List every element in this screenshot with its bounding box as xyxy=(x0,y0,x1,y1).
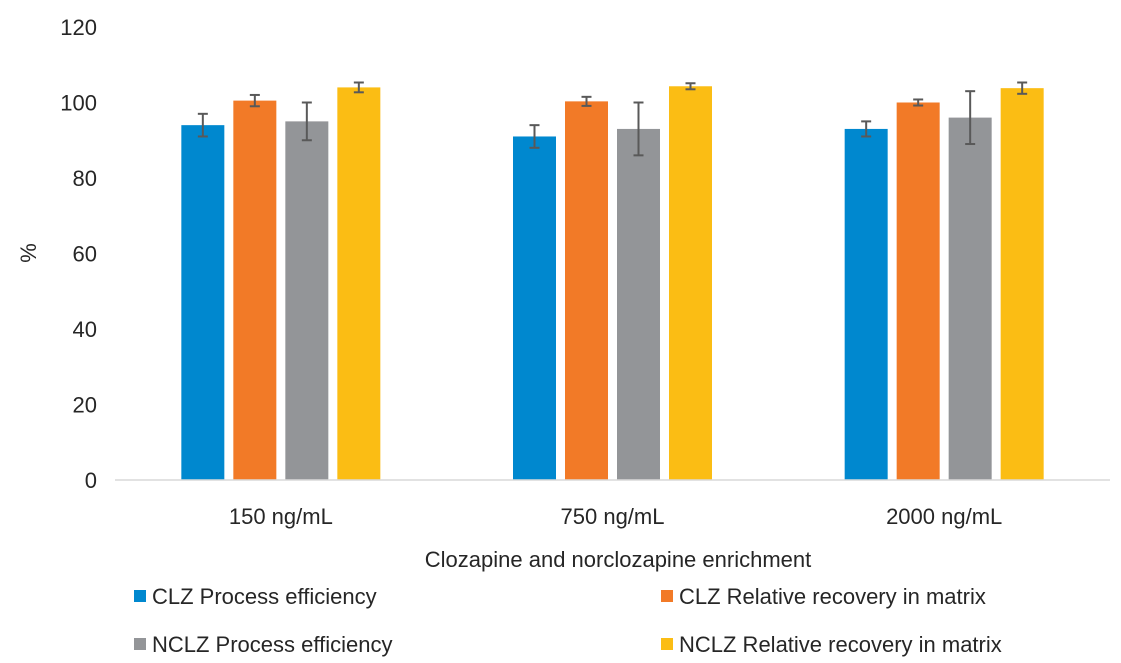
bar xyxy=(948,117,992,480)
bar xyxy=(1000,88,1044,480)
legend-swatch xyxy=(661,590,673,602)
error-bar xyxy=(529,124,540,149)
x-tick-label: 2000 ng/mL xyxy=(886,504,1002,529)
y-tick-label: 20 xyxy=(73,393,97,418)
bars xyxy=(181,86,1044,481)
error-bar xyxy=(965,90,976,146)
y-tick-label: 60 xyxy=(73,242,97,267)
error-bar xyxy=(685,82,696,91)
error-bar xyxy=(861,120,872,138)
error-bar xyxy=(633,101,644,157)
legend-label: CLZ Relative recovery in matrix xyxy=(679,584,986,609)
error-bar xyxy=(301,101,312,142)
legend-item: CLZ Relative recovery in matrix xyxy=(661,584,986,609)
legend-label: CLZ Process efficiency xyxy=(152,584,377,609)
legend-swatch xyxy=(134,638,146,650)
error-bar xyxy=(913,98,924,107)
y-tick-label: 0 xyxy=(85,468,97,493)
y-axis-title: % xyxy=(16,243,41,263)
y-tick-label: 100 xyxy=(60,91,97,116)
legend-label: NCLZ Relative recovery in matrix xyxy=(679,632,1002,657)
legend-swatch xyxy=(661,638,673,650)
legend-item: NCLZ Process efficiency xyxy=(134,632,392,657)
bar xyxy=(669,86,712,480)
bar xyxy=(233,100,277,481)
y-tick-label: 120 xyxy=(60,15,97,40)
x-tick-label: 150 ng/mL xyxy=(229,504,333,529)
bar xyxy=(617,128,660,481)
legend: CLZ Process efficiency CLZ Relative recov… xyxy=(134,584,1002,657)
bar xyxy=(181,125,225,481)
bar xyxy=(513,136,556,480)
bar xyxy=(337,87,381,481)
error-bar xyxy=(353,81,364,94)
x-axis-ticks: 150 ng/mL 750 ng/mL 2000 ng/mL xyxy=(229,504,1002,529)
legend-item: CLZ Process efficiency xyxy=(134,584,377,609)
legend-item: NCLZ Relative recovery in matrix xyxy=(661,632,1002,657)
y-tick-label: 40 xyxy=(73,317,97,342)
error-bar xyxy=(581,95,592,107)
x-axis-title: Clozapine and norclozapine enrichment xyxy=(425,547,811,572)
error-bar xyxy=(249,93,260,108)
error-bars xyxy=(197,81,1028,157)
bar xyxy=(896,102,940,480)
bar xyxy=(285,121,329,480)
y-axis-ticks: 0 20 40 60 80 100 120 xyxy=(60,15,97,493)
error-bar xyxy=(197,112,208,138)
y-tick-label: 80 xyxy=(73,166,97,191)
legend-swatch xyxy=(134,590,146,602)
bar xyxy=(844,128,888,481)
x-tick-label: 750 ng/mL xyxy=(561,504,665,529)
error-bar xyxy=(1017,81,1028,95)
legend-label: NCLZ Process efficiency xyxy=(152,632,392,657)
bar xyxy=(565,101,608,481)
